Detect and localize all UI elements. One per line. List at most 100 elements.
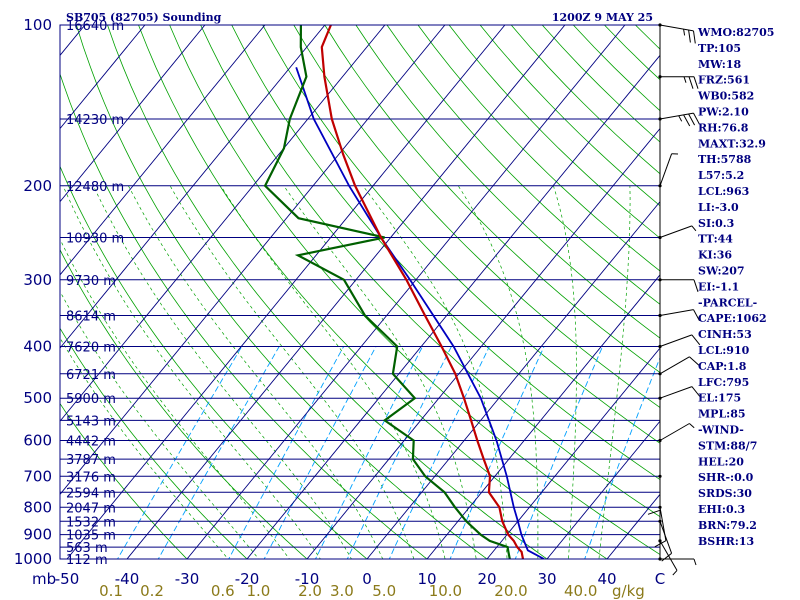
isotherm-line <box>66 25 506 559</box>
height-label: 14230 m <box>66 113 124 128</box>
wind-barb-flag <box>693 76 699 89</box>
index-line: TH:5788 <box>698 153 752 166</box>
isotherm-line <box>60 25 446 496</box>
sounding-indices: WMO:82705 TP:105 MW:18 FRZ:561 WB0:582 PW:2.1… <box>697 26 774 548</box>
index-line: LCL:910 <box>698 344 750 357</box>
wind-barb-flag <box>688 29 691 43</box>
wind-barb-half-flag <box>683 76 687 83</box>
pressure-tick-label: 400 <box>23 338 52 356</box>
wind-barb-shaft <box>659 225 693 238</box>
index-line: PW:2.10 <box>698 106 749 119</box>
temperature-tick-label: 30 <box>537 570 556 588</box>
index-line: CAPE:1062 <box>698 312 767 325</box>
pressure-tick-label: 100 <box>23 16 52 34</box>
wind-barb-half-flag <box>678 115 683 122</box>
dry-adiabat-line <box>386 25 660 305</box>
moist-adiabat-line <box>62 185 321 559</box>
mixing-ratio-line <box>346 346 452 559</box>
temperature-tick-label: -20 <box>235 570 260 588</box>
index-line: SRDS:30 <box>698 487 752 500</box>
mixing-ratio-label: 0.2 <box>140 582 164 600</box>
isotherm-line <box>246 54 660 559</box>
dry-adiabat-line <box>324 25 660 374</box>
wind-barb <box>658 23 696 44</box>
index-line: TP:105 <box>698 42 741 55</box>
mixing-ratio-label: 3.0 <box>330 582 354 600</box>
index-line: KI:36 <box>698 249 732 262</box>
temperature-tick-label: 10 <box>417 570 436 588</box>
height-label: 8614 m <box>66 310 116 325</box>
wind-barb-flag <box>683 114 691 127</box>
mixing-ratio-line <box>228 346 345 559</box>
isotherm-line <box>60 25 146 130</box>
isotherm-line <box>426 274 660 559</box>
moist-adiabat-line <box>598 185 631 559</box>
index-line: WMO:82705 <box>697 26 774 39</box>
index-line: EI:-1.1 <box>698 280 739 293</box>
index-line: LCL:963 <box>698 185 749 198</box>
wind-barb-flag <box>654 540 667 548</box>
wind-barb-shaft <box>659 309 694 316</box>
valid-time: 1200Z 9 MAY 25 <box>552 11 653 24</box>
moist-adiabat-line <box>128 185 384 559</box>
isotherm-line <box>126 25 566 559</box>
height-label: 2047 m <box>66 501 116 516</box>
temperature-tick-label: -30 <box>175 570 200 588</box>
temperature-unit-label: C <box>655 570 665 588</box>
isotherm-line <box>546 420 660 559</box>
height-label: 5143 m <box>66 414 116 429</box>
wind-barb <box>658 386 701 400</box>
moist-adiabat-line <box>60 238 290 559</box>
wind-barb-shaft <box>659 112 694 120</box>
mixing-ratio-line <box>315 346 423 559</box>
mixing-ratio-label: 0.6 <box>211 582 235 600</box>
pressure-tick-label: 900 <box>23 526 52 544</box>
dry-adiabat-line <box>60 402 188 559</box>
wind-barb-half-flag <box>683 29 686 36</box>
isotherm-line <box>186 25 626 559</box>
dry-adiabat-line <box>417 25 660 272</box>
wind-barb-shaft <box>659 153 673 186</box>
wind-barb-flag <box>693 112 700 125</box>
wind-barb <box>658 278 699 292</box>
dry-adiabat-line <box>293 25 660 409</box>
isotherm-line <box>486 347 660 559</box>
wind-barb-flag <box>688 76 694 89</box>
index-line: SHR-:0.0 <box>698 471 754 484</box>
height-label: 563 m <box>66 541 108 556</box>
wind-barb-flag <box>693 30 696 44</box>
wind-barb <box>658 334 701 349</box>
profile-lines <box>263 25 545 559</box>
mixing-ratio-line <box>449 346 545 559</box>
wind-barb <box>658 225 697 240</box>
moist-adiabat-line <box>169 185 415 559</box>
temperature-tick-label: -40 <box>115 570 140 588</box>
pressure-tick-label: 500 <box>23 389 52 407</box>
mixing-ratio-line <box>514 346 604 559</box>
wind-barb <box>658 309 700 322</box>
mixing-ratio-line <box>157 346 280 559</box>
temperature-tick-label: -50 <box>55 570 80 588</box>
wind-barb-flag <box>647 509 661 515</box>
wind-barb-flag <box>691 334 701 346</box>
mixing-ratio-label: 20.0 <box>494 582 527 600</box>
index-line: EL:175 <box>698 392 741 405</box>
wind-barb-flag <box>693 309 700 322</box>
wind-barb-shaft <box>659 334 693 347</box>
station-title: SB705 (82705) Sounding <box>66 11 222 24</box>
dry-adiabat-line <box>169 25 660 555</box>
height-label: 9730 m <box>66 274 116 289</box>
mb-axis-label: mb <box>32 570 56 588</box>
wind-barb-flag <box>688 113 696 126</box>
height-label: 4442 m <box>66 435 116 450</box>
dry-adiabat-line <box>262 25 660 444</box>
mixing-ratio-line <box>263 346 377 559</box>
wind-barb-shaft <box>659 386 693 399</box>
mixing-ratio-label: 0.1 <box>99 582 123 600</box>
height-label: 7620 m <box>66 341 116 356</box>
wind-barb <box>658 423 695 443</box>
temperature-tick-label: -10 <box>295 570 320 588</box>
index-line: RH:76.8 <box>698 121 749 134</box>
pressure-tick-label: 1000 <box>14 550 52 568</box>
